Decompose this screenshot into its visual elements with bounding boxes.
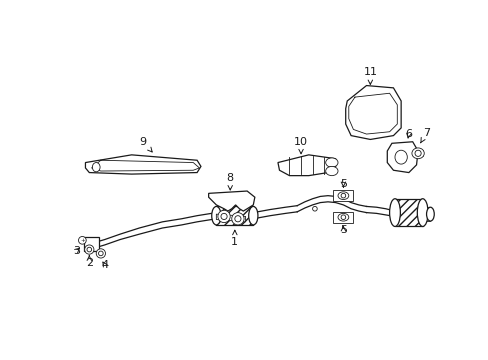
Text: 2: 2 [85,256,93,269]
Polygon shape [84,237,99,251]
Text: 8: 8 [226,173,233,190]
Ellipse shape [426,207,433,221]
Ellipse shape [248,206,257,225]
Ellipse shape [312,206,317,211]
Ellipse shape [234,216,241,222]
Text: +: + [80,238,84,243]
Ellipse shape [79,237,86,244]
Polygon shape [216,206,253,225]
Ellipse shape [325,166,337,176]
Polygon shape [394,199,422,226]
Ellipse shape [394,150,407,164]
Ellipse shape [341,215,345,220]
Polygon shape [333,190,353,201]
Polygon shape [85,155,201,174]
Text: 5: 5 [339,225,346,235]
Polygon shape [345,86,400,139]
Ellipse shape [92,163,100,172]
Ellipse shape [211,206,221,225]
Ellipse shape [218,210,230,222]
Text: 11: 11 [363,67,377,85]
Polygon shape [386,142,417,172]
Ellipse shape [221,213,226,220]
Polygon shape [277,155,335,176]
Ellipse shape [87,247,91,252]
Ellipse shape [96,249,105,258]
Text: 5: 5 [339,179,346,189]
Ellipse shape [389,199,400,226]
Text: 9: 9 [140,137,152,152]
Polygon shape [208,191,254,211]
Ellipse shape [337,213,348,221]
Ellipse shape [231,213,244,225]
Text: 10: 10 [293,137,307,154]
Text: 7: 7 [420,127,429,143]
Ellipse shape [84,245,94,254]
Ellipse shape [325,158,337,167]
Ellipse shape [341,193,345,198]
Text: 3: 3 [73,246,80,256]
Ellipse shape [414,150,420,156]
Ellipse shape [416,199,427,226]
Text: 6: 6 [405,129,411,139]
Text: 4: 4 [101,260,108,270]
Ellipse shape [337,192,348,199]
Polygon shape [216,214,245,222]
Polygon shape [333,212,353,222]
Ellipse shape [411,148,424,159]
Text: 1: 1 [231,230,238,247]
Ellipse shape [99,251,103,256]
